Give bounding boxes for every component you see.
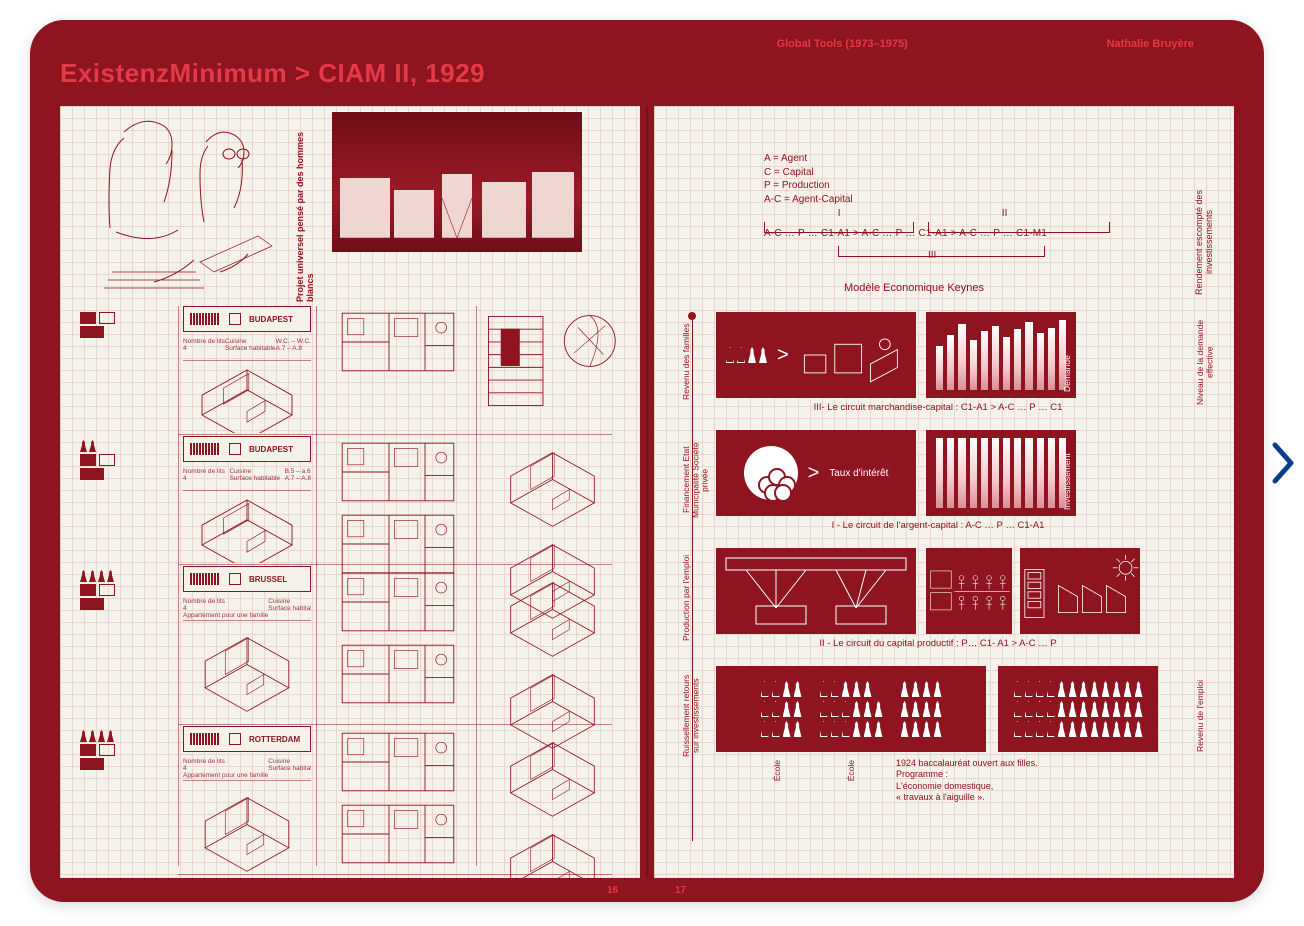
- color-swatch: [80, 312, 173, 324]
- book-spine: [646, 106, 648, 878]
- keynes-header: A = AgentC = CapitalP = ProductionA-C = …: [764, 152, 1174, 302]
- city-strip: ROTTERDAM: [183, 726, 311, 752]
- occupant-icons: [80, 730, 173, 742]
- housing-row: ROTTERDAM Nombre de lits4Appartement pou…: [78, 726, 622, 876]
- city-strip: BRUSSEL: [183, 566, 311, 592]
- row-caption: II - Le circuit du capital productif : P…: [686, 638, 1190, 649]
- city-strip: BUDAPEST: [183, 306, 311, 332]
- row-left-vlabel: Ruissellement retours sur investissement…: [682, 670, 696, 762]
- author-label: Nathalie Bruyère: [1107, 38, 1194, 50]
- color-swatch: [80, 744, 173, 756]
- row-right-vlabel: Niveau de la demande effective: [1196, 316, 1210, 408]
- legend-line: P = Production: [764, 179, 1174, 193]
- city-photo: [332, 112, 582, 252]
- meta-strip: Nombre de lits4Appartement pour une fami…: [183, 756, 311, 781]
- keynes-subtitle: Modèle Economique Keynes: [844, 282, 1174, 294]
- series-label: Global Tools (1973–1975): [777, 38, 908, 50]
- roman-iii: III: [928, 250, 936, 261]
- housing-row: BRUSSEL Nombre de lits4Appartement pour …: [78, 566, 622, 726]
- architects-illustration: [94, 112, 284, 297]
- row-left-vlabel: Financement Etat Municipalité Société pr…: [682, 434, 696, 526]
- city-strip: BUDAPEST: [183, 436, 311, 462]
- row-left-vlabel: Revenu des familles: [682, 316, 696, 408]
- city-name: BRUSSEL: [249, 575, 287, 584]
- color-swatch: [80, 454, 173, 466]
- footnote: 1924 baccalauréat ouvert aux filles.Prog…: [896, 758, 1056, 803]
- city-name: BUDAPEST: [249, 315, 293, 324]
- roman-ii: II: [1002, 208, 1008, 219]
- legend-line: A-C = Agent-Capital: [764, 193, 1174, 207]
- color-swatch: [80, 584, 173, 596]
- page-right: A = AgentC = CapitalP = ProductionA-C = …: [654, 106, 1234, 878]
- occupant-icons: [80, 570, 173, 582]
- legend-line: A = Agent: [764, 152, 1174, 166]
- housing-row: BUDAPEST Nombre de lits4 CuisineSurface …: [78, 436, 622, 566]
- economy-row: Production par l'emploi II - Le circuit …: [686, 548, 1190, 656]
- occupant-icons: [80, 440, 173, 452]
- chevron-right-icon: [1271, 441, 1295, 485]
- city-name: BUDAPEST: [249, 445, 293, 454]
- roman-i: I: [838, 208, 841, 219]
- meta-strip: Nombre de lits4 CuisineSurface habitable…: [183, 336, 311, 361]
- economy-row: Revenu des familles > Demande III- Le ci…: [686, 312, 1190, 420]
- housing-grid: BUDAPEST Nombre de lits4 CuisineSurface …: [78, 306, 622, 866]
- legend-line: C = Capital: [764, 166, 1174, 180]
- top-right-vlabel: Rendement escompté des investissements: [1194, 182, 1208, 302]
- caption-vertical: Projet universel pensé par des hommes bl…: [295, 112, 309, 302]
- page-left: Projet universel pensé par des hommes bl…: [60, 106, 640, 878]
- keynes-legend: A = AgentC = CapitalP = ProductionA-C = …: [764, 152, 1174, 206]
- economy-row: Ruissellement retours sur investissement…: [686, 666, 1190, 774]
- next-page-button[interactable]: [1268, 436, 1298, 490]
- row-left-vlabel: Production par l'emploi: [682, 552, 696, 644]
- meta-strip: Nombre de lits4 CuisineSurface habitable…: [183, 466, 311, 491]
- city-name: ROTTERDAM: [249, 735, 300, 744]
- page-number-left: 16: [607, 885, 618, 896]
- row-caption: III- Le circuit marchandise-capital : C1…: [686, 402, 1190, 413]
- meta-strip: Nombre de lits4Appartement pour une fami…: [183, 596, 311, 621]
- book-spread: Global Tools (1973–1975) Nathalie Bruyèr…: [30, 20, 1264, 902]
- keynes-sequence: A-C … P … C1-A1 > A-C … P … C1-A1 > A-C …: [764, 228, 1174, 239]
- housing-row: BUDAPEST Nombre de lits4 CuisineSurface …: [78, 306, 622, 436]
- keynes-rows: Revenu des familles > Demande III- Le ci…: [686, 312, 1190, 860]
- row-caption: I - Le circuit de l'argent-capital : A-C…: [686, 520, 1190, 531]
- page-number-right: 17: [675, 885, 686, 896]
- economy-row: Financement Etat Municipalité Société pr…: [686, 430, 1190, 538]
- page-title: ExistenzMinimum > CIAM II, 1929: [60, 58, 485, 89]
- stage: Global Tools (1973–1975) Nathalie Bruyèr…: [0, 0, 1304, 926]
- row-right-vlabel: Revenu de l'emploi: [1196, 670, 1210, 762]
